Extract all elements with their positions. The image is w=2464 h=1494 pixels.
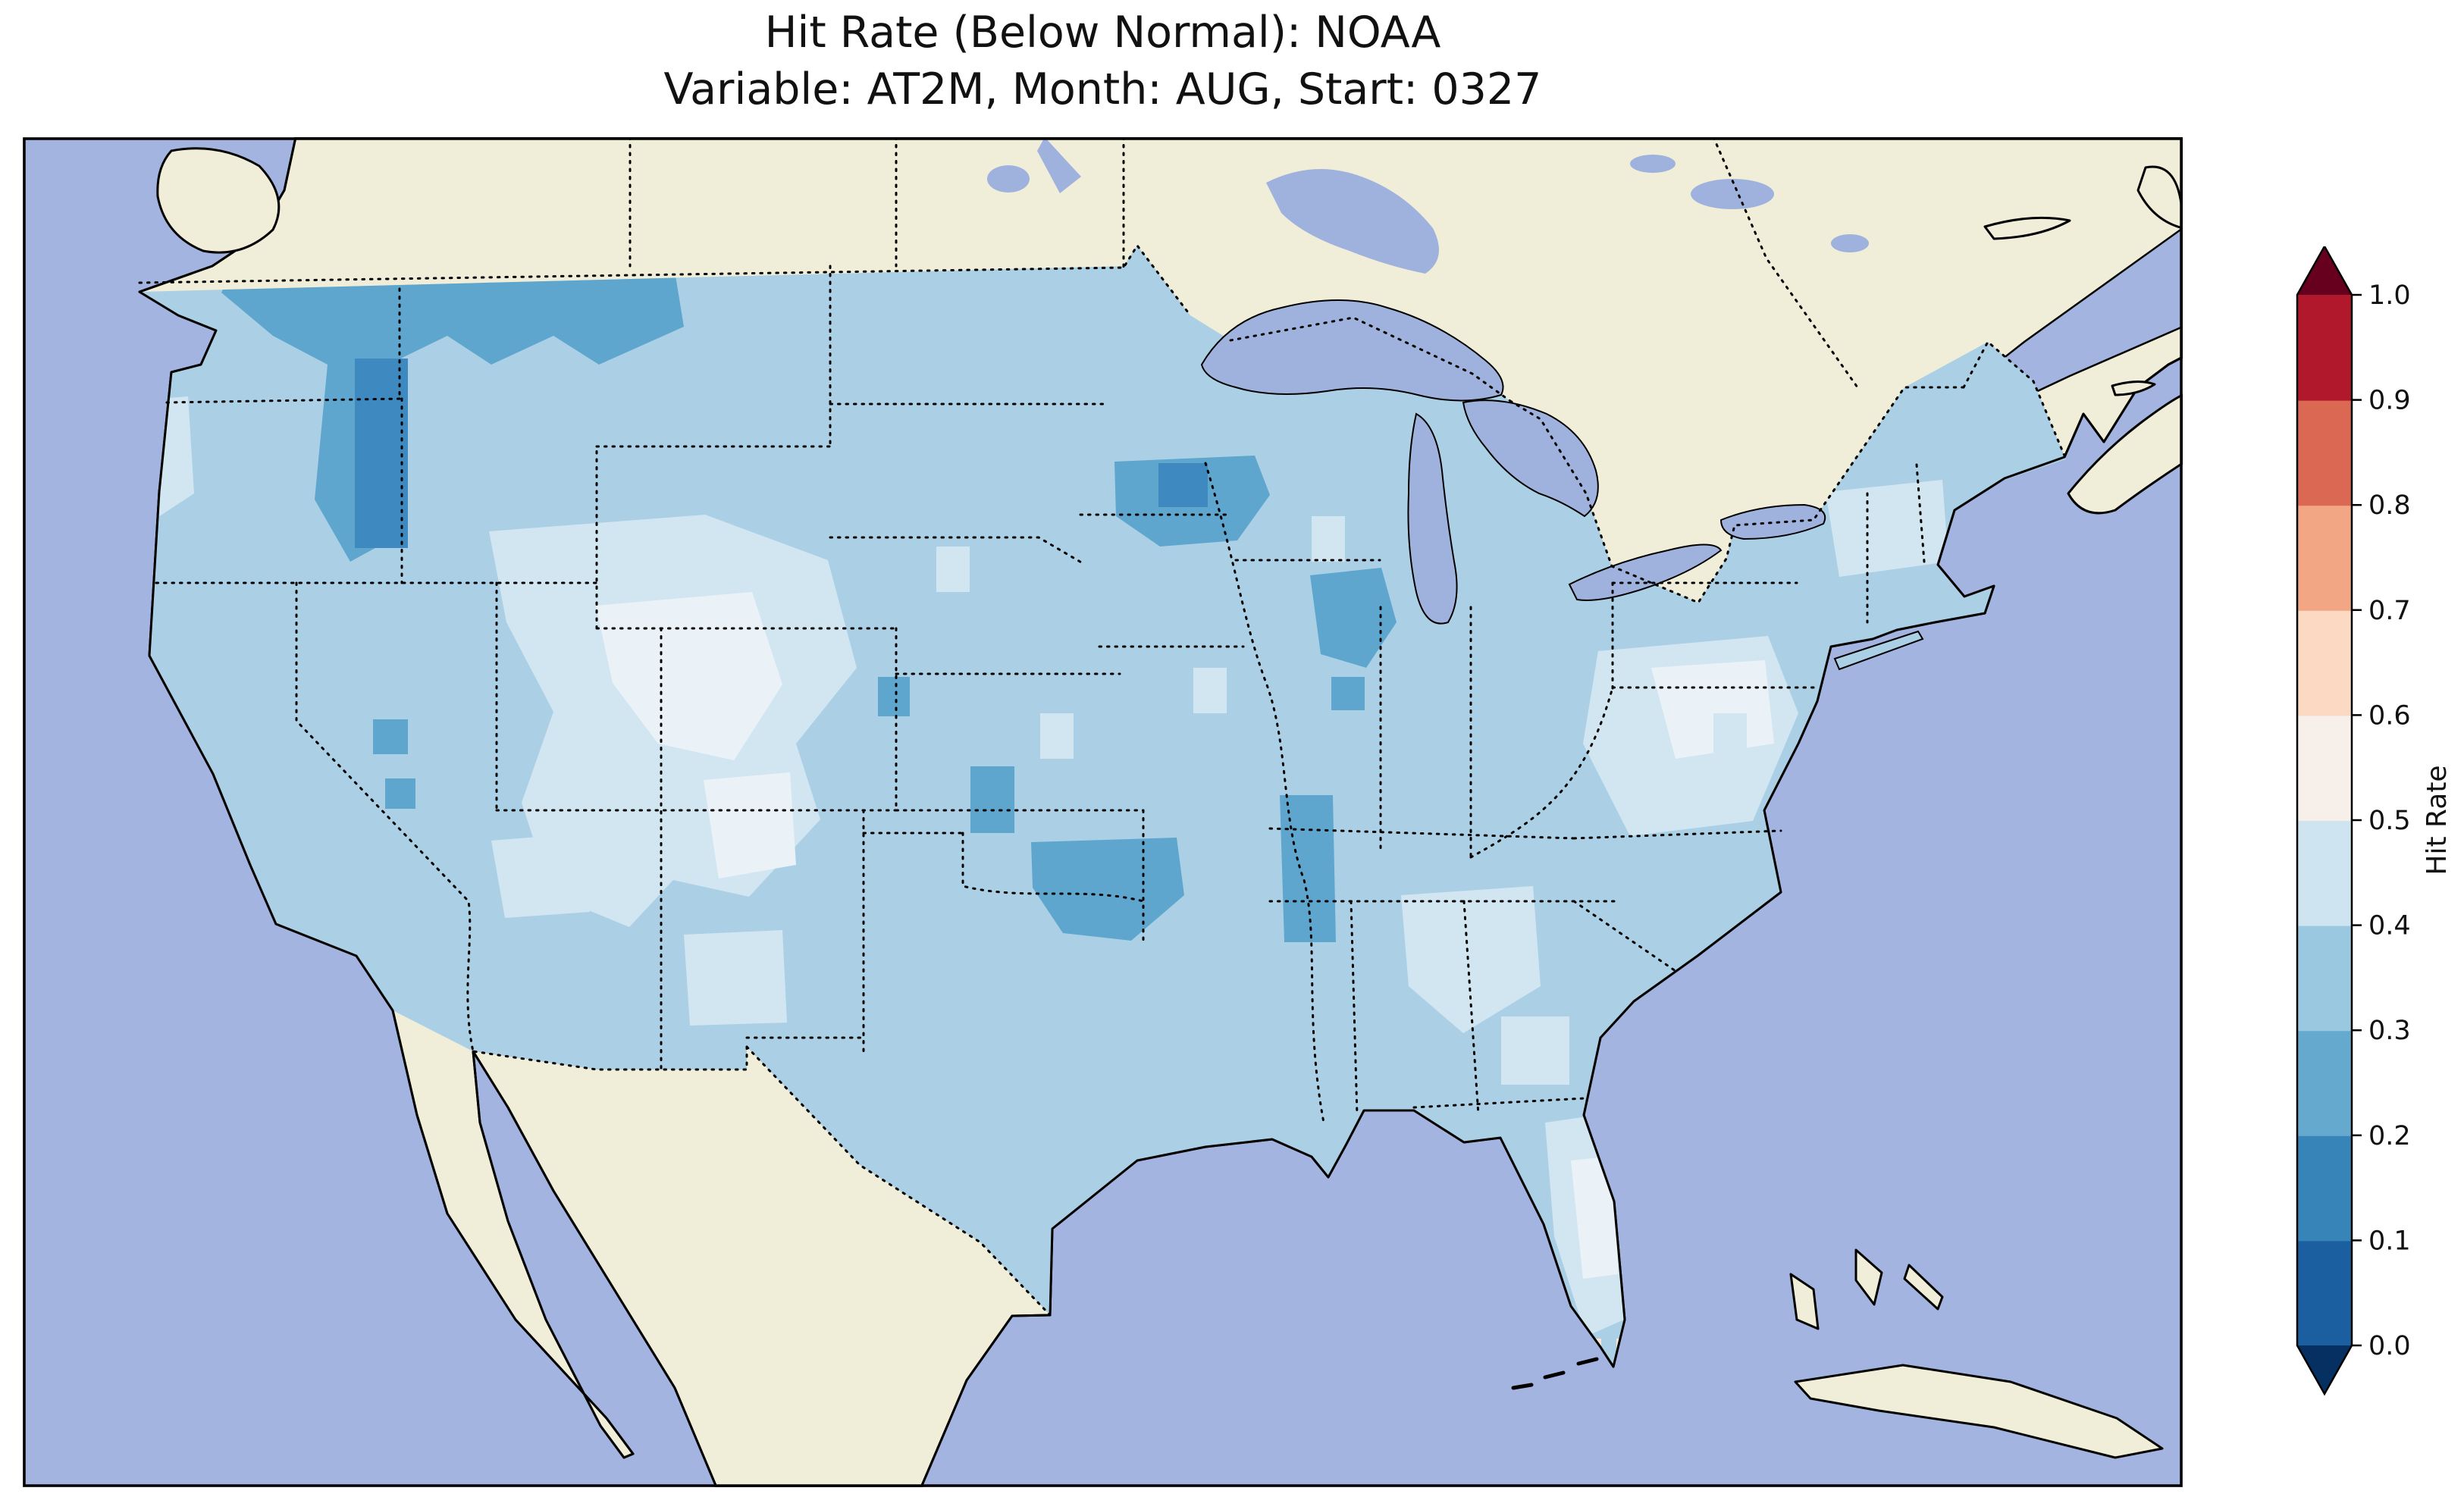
colorbar-tick-label: 1.0 xyxy=(2368,280,2411,311)
cuba xyxy=(1794,1364,2164,1459)
cell-patch-pacific-northwest-dark xyxy=(221,246,684,562)
lake-huron xyxy=(1462,399,1599,518)
eastern-state-lines xyxy=(1268,463,1926,1117)
colorbar-segments xyxy=(2297,295,2352,1346)
anticosti-island xyxy=(1983,216,2071,240)
lake-erie xyxy=(1568,543,1723,601)
cell-light-scatter xyxy=(1193,668,1227,713)
cell-patch-wisconsin-darkest xyxy=(1158,463,1208,507)
cell-patch-nevada-dark-2 xyxy=(385,778,415,809)
cell-light-scatter xyxy=(1312,516,1345,562)
lake-manitoba xyxy=(987,165,1030,193)
cell-patch-michigan-dark xyxy=(1310,568,1397,668)
andros-island xyxy=(1789,1273,1820,1330)
hit-rate-cells xyxy=(140,246,1948,1357)
figure-title: Hit Rate (Below Normal): NOAA Variable: … xyxy=(23,5,2183,118)
coastline-outline xyxy=(138,137,2183,1487)
eleuthera xyxy=(1903,1264,1944,1311)
long-island xyxy=(1833,630,1924,671)
title-line-2: Variable: AT2M, Month: AUG, Start: 0327 xyxy=(663,64,1542,115)
cell-patch-georgia-light xyxy=(1501,1016,1569,1085)
western-state-lines xyxy=(155,265,898,1071)
colorbar-bin-0.9-1.0 xyxy=(2297,295,2352,401)
us-hit-rate-map xyxy=(23,137,2183,1487)
lake-winnipeg-tip xyxy=(1037,137,1081,193)
state-borders xyxy=(138,137,2067,1317)
colorbar-tick-label: 0.0 xyxy=(2368,1331,2411,1361)
colorbar-tick-label: 0.8 xyxy=(2368,490,2411,521)
colorbar-tick-label: 0.2 xyxy=(2368,1121,2411,1151)
cell-patch-colorado-dark xyxy=(878,677,910,716)
great-lakes xyxy=(1200,299,1826,625)
cell-patch-mississippi-alabama-light xyxy=(1401,886,1541,1033)
colorbar-ticks: 0.0 0.1 0.2 0.3 0.4 0.5 0.6 0.7 0.8 0.9 1.0 xyxy=(2352,280,2411,1361)
colorbar-bin-0.0-0.1 xyxy=(2297,1240,2352,1346)
title-line-1: Hit Rate (Below Normal): NOAA xyxy=(764,8,1441,58)
colorbar-bin-0.1-0.2 xyxy=(2297,1135,2352,1242)
cell-patch-idaho-darkest xyxy=(355,359,408,548)
cell-light-scatter xyxy=(1040,713,1074,759)
cell-patch-nevada-dark xyxy=(373,719,408,754)
cell-patch-newmexico-light xyxy=(684,930,787,1026)
colorbar-tick-label: 0.1 xyxy=(2368,1226,2411,1256)
canada-lakes xyxy=(987,137,1869,274)
grand-bahama xyxy=(1854,1248,1883,1306)
colorbar-tick-label: 0.9 xyxy=(2368,386,2411,416)
cell-patch-florida-lightest xyxy=(1571,1156,1618,1279)
cell-patch-oklahoma-dark xyxy=(1031,838,1184,941)
colorbar-bin-0.4-0.5 xyxy=(2297,820,2352,926)
colorbar-tick-label: 0.4 xyxy=(2368,911,2411,941)
colorbar: 0.0 0.1 0.2 0.3 0.4 0.5 0.6 0.7 0.8 0.9 1.0 Hit Ra… xyxy=(2296,246,2453,1396)
colorbar-tick-label: 0.6 xyxy=(2368,700,2411,731)
midwest-state-lines xyxy=(1204,462,1472,1124)
colorbar-bin-0.5-0.6 xyxy=(2297,715,2352,821)
colorbar-bin-0.2-0.3 xyxy=(2297,1030,2352,1136)
cell-patch-kansas-dark xyxy=(970,766,1014,833)
quebec-lake xyxy=(1691,179,1774,209)
canada-province-lines xyxy=(629,137,1859,389)
cell-patch-missouri-arkansas-dark xyxy=(1280,795,1336,942)
cell-light-scatter xyxy=(1713,713,1747,759)
cell-patch-utah-lightest xyxy=(596,592,782,760)
cell-patch-four-corners-lightest xyxy=(704,772,796,879)
colorbar-bin-0.6-0.7 xyxy=(2297,609,2352,716)
us-canada-border xyxy=(138,243,2067,604)
colorbar-bin-0.3-0.4 xyxy=(2297,925,2352,1032)
cell-patch-newengland-light xyxy=(1826,480,1948,577)
colorbar-tick-label: 0.5 xyxy=(2368,806,2411,836)
quebec-lake-2 xyxy=(1831,234,1869,252)
colorbar-bin-0.7-0.8 xyxy=(2297,505,2352,611)
colorbar-bin-0.8-0.9 xyxy=(2297,399,2352,506)
cell-patch-michigan-dark-2 xyxy=(1331,677,1365,710)
colorbar-label: Hit Rate xyxy=(2422,765,2453,875)
us-mexico-border xyxy=(472,1045,1052,1317)
prince-edward-island xyxy=(2111,381,2156,396)
colorbar-under-arrow xyxy=(2297,1345,2352,1394)
lake-superior xyxy=(1200,299,1504,402)
vancouver-island xyxy=(156,147,281,254)
cell-patch-arizona-light xyxy=(491,833,590,918)
quebec-lake-3 xyxy=(1630,155,1676,173)
lake-ontario xyxy=(1719,503,1826,540)
map-frame xyxy=(23,137,2183,1487)
islands xyxy=(156,147,2183,1459)
colorbar-over-arrow xyxy=(2297,246,2352,295)
colorbar-tick-label: 0.7 xyxy=(2368,596,2411,626)
florida-keys xyxy=(1511,1357,1599,1390)
lake-michigan xyxy=(1407,412,1458,625)
plains-state-lines xyxy=(745,402,1245,1053)
lake-nipigon xyxy=(1266,169,1439,274)
cell-light-scatter xyxy=(936,547,970,592)
colorbar-tick-label: 0.3 xyxy=(2368,1016,2411,1046)
nova-scotia xyxy=(2067,393,2183,515)
